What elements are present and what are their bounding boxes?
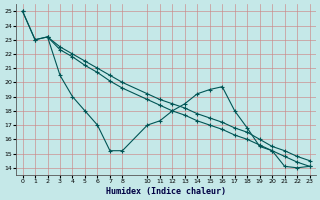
X-axis label: Humidex (Indice chaleur): Humidex (Indice chaleur) — [106, 187, 226, 196]
